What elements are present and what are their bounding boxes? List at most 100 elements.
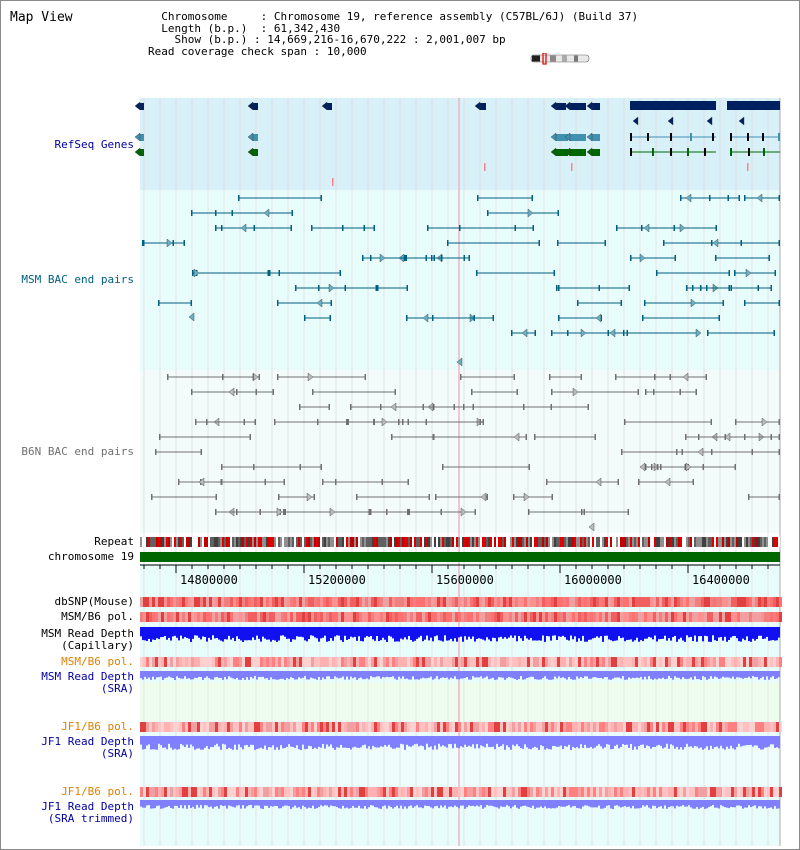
msm-depth-cap-bar[interactable] — [186, 627, 188, 638]
msm-depth-cap-bar[interactable] — [536, 627, 538, 641]
jf1-depth-trimmed-bar[interactable] — [682, 800, 684, 806]
msm-depth-cap-bar[interactable] — [250, 627, 252, 641]
msm-b6-pol-cell[interactable] — [602, 612, 605, 622]
jf1-b6-pol-trimmed-cell[interactable] — [146, 787, 149, 797]
repeat-stripe[interactable] — [264, 537, 266, 547]
msm-depth-sra-bar[interactable] — [446, 671, 448, 678]
jf1-depth-sra-bar[interactable] — [152, 736, 154, 750]
repeat-stripe[interactable] — [466, 537, 468, 547]
msm-depth-cap-bar[interactable] — [592, 627, 594, 639]
jf1-b6-pol-trimmed-cell[interactable] — [764, 787, 767, 797]
jf1-depth-sra-bar[interactable] — [580, 736, 582, 745]
msm-b6-pol-cell[interactable] — [245, 612, 248, 622]
jf1-depth-sra-bar[interactable] — [184, 736, 186, 748]
jf1-depth-sra-bar[interactable] — [464, 736, 466, 745]
b6n-bac-end[interactable] — [328, 404, 331, 410]
jf1-depth-sra-bar[interactable] — [356, 736, 358, 748]
msm-bac-end[interactable] — [768, 255, 771, 261]
msm-b6-pol-cell[interactable] — [347, 612, 350, 622]
jf1-b6-pol-trimmed-cell[interactable] — [296, 787, 299, 797]
msm-depth-sra-bar[interactable] — [436, 671, 438, 677]
jf1-depth-sra-bar[interactable] — [732, 736, 734, 749]
jf1-depth-trimmed-bar[interactable] — [518, 800, 520, 809]
repeat-stripe[interactable] — [616, 537, 618, 547]
jf1-b6-pol-trimmed-cell[interactable] — [437, 787, 440, 797]
jf1-b6-pol-trimmed-cell[interactable] — [638, 787, 641, 797]
jf1-b6-pol-cell[interactable] — [557, 722, 560, 732]
jf1-depth-trimmed-bar[interactable] — [324, 800, 326, 806]
msm-depth-cap-bar[interactable] — [700, 627, 702, 637]
msm-b6-pol-cell[interactable] — [212, 612, 215, 622]
msm-b6-pol-sra-cell[interactable] — [539, 657, 542, 667]
msm-depth-sra-bar[interactable] — [298, 671, 300, 678]
dbsnp-cell[interactable] — [596, 597, 599, 607]
dbsnp-cell[interactable] — [554, 597, 557, 607]
b6n-bac-end[interactable] — [594, 434, 597, 440]
msm-depth-cap-bar[interactable] — [544, 627, 546, 642]
msm-depth-cap-bar[interactable] — [268, 627, 270, 640]
msm-depth-sra-bar[interactable] — [712, 671, 714, 679]
repeat-stripe[interactable] — [568, 537, 570, 547]
b6n-bac-end[interactable] — [695, 389, 698, 395]
msm-depth-cap-bar[interactable] — [270, 627, 272, 642]
repeat-stripe[interactable] — [358, 537, 360, 547]
msm-bac-end[interactable] — [628, 285, 631, 291]
msm-depth-cap-bar[interactable] — [182, 627, 184, 639]
jf1-b6-pol-trimmed-cell[interactable] — [713, 787, 716, 797]
msm-depth-sra-bar[interactable] — [164, 671, 166, 678]
jf1-depth-trimmed-bar[interactable] — [490, 800, 492, 806]
msm-b6-pol-cell[interactable] — [377, 612, 380, 622]
repeat-stripe[interactable] — [150, 537, 152, 547]
jf1-depth-trimmed-bar[interactable] — [422, 800, 424, 809]
jf1-depth-sra-bar[interactable] — [620, 736, 622, 747]
jf1-depth-sra-bar[interactable] — [284, 736, 286, 749]
dbsnp-cell[interactable] — [659, 597, 662, 607]
msm-depth-sra-bar[interactable] — [284, 671, 286, 680]
jf1-depth-sra-bar[interactable] — [634, 736, 636, 747]
jf1-depth-sra-bar[interactable] — [648, 736, 650, 747]
jf1-depth-sra-bar[interactable] — [304, 736, 306, 750]
msm-depth-cap-bar[interactable] — [266, 627, 268, 640]
repeat-stripe[interactable] — [480, 537, 482, 547]
msm-bac-end[interactable] — [770, 285, 773, 291]
jf1-b6-pol-trimmed-cell[interactable] — [254, 787, 257, 797]
msm-bac-end[interactable] — [656, 270, 658, 276]
msm-depth-cap-bar[interactable] — [740, 627, 742, 642]
msm-depth-cap-bar[interactable] — [650, 627, 652, 638]
b6n-bac-end[interactable] — [551, 494, 554, 500]
msm-depth-sra-bar[interactable] — [228, 671, 230, 677]
jf1-b6-pol-label[interactable]: JF1/B6 pol. — [61, 720, 134, 733]
msm-bac-end[interactable] — [370, 255, 372, 261]
msm-bac-arrow[interactable] — [580, 328, 587, 338]
msm-b6-pol-cell[interactable] — [407, 612, 410, 622]
msm-depth-cap-bar[interactable] — [144, 627, 146, 641]
msm-depth-sra-bar[interactable] — [592, 671, 594, 678]
jf1-b6-pol-trimmed-cell[interactable] — [314, 787, 317, 797]
jf1-depth-sra-bar[interactable] — [716, 736, 718, 747]
dbsnp-cell[interactable] — [563, 597, 566, 607]
msm-depth-sra-bar[interactable] — [642, 671, 644, 680]
jf1-depth-trimmed-bar[interactable] — [194, 800, 196, 809]
jf1-depth-trimmed-bar[interactable] — [750, 800, 752, 808]
msm-depth-cap-bar[interactable] — [248, 627, 250, 641]
msm-depth-cap-bar[interactable] — [262, 627, 264, 637]
jf1-depth-sra-bar[interactable] — [766, 736, 768, 748]
msm-b6-pol-sra-cell[interactable] — [710, 657, 713, 667]
jf1-depth-sra-bar[interactable] — [378, 736, 380, 748]
jf1-b6-pol-trimmed-cell[interactable] — [749, 787, 752, 797]
repeat-stripe[interactable] — [344, 537, 346, 547]
msm-depth-cap-bar[interactable] — [210, 627, 212, 640]
dbsnp-cell[interactable] — [527, 597, 530, 607]
jf1-b6-pol-trimmed-cell[interactable] — [176, 787, 179, 797]
msm-depth-cap-bar[interactable] — [606, 627, 608, 636]
msm-depth-cap-bar[interactable] — [384, 627, 386, 640]
jf1-depth-sra-bar[interactable] — [638, 736, 640, 747]
jf1-depth-sra-bar[interactable] — [452, 736, 454, 749]
jf1-depth-trimmed-bar[interactable] — [270, 800, 272, 807]
msm-depth-sra-bar[interactable] — [580, 671, 582, 677]
msm-b6-pol-cell[interactable] — [467, 612, 470, 622]
msm-depth-sra-bar[interactable] — [216, 671, 218, 677]
jf1-b6-pol-cell[interactable] — [524, 722, 527, 732]
b6n-bac-end[interactable] — [350, 404, 352, 410]
msm-depth-sra-bar[interactable] — [290, 671, 292, 678]
